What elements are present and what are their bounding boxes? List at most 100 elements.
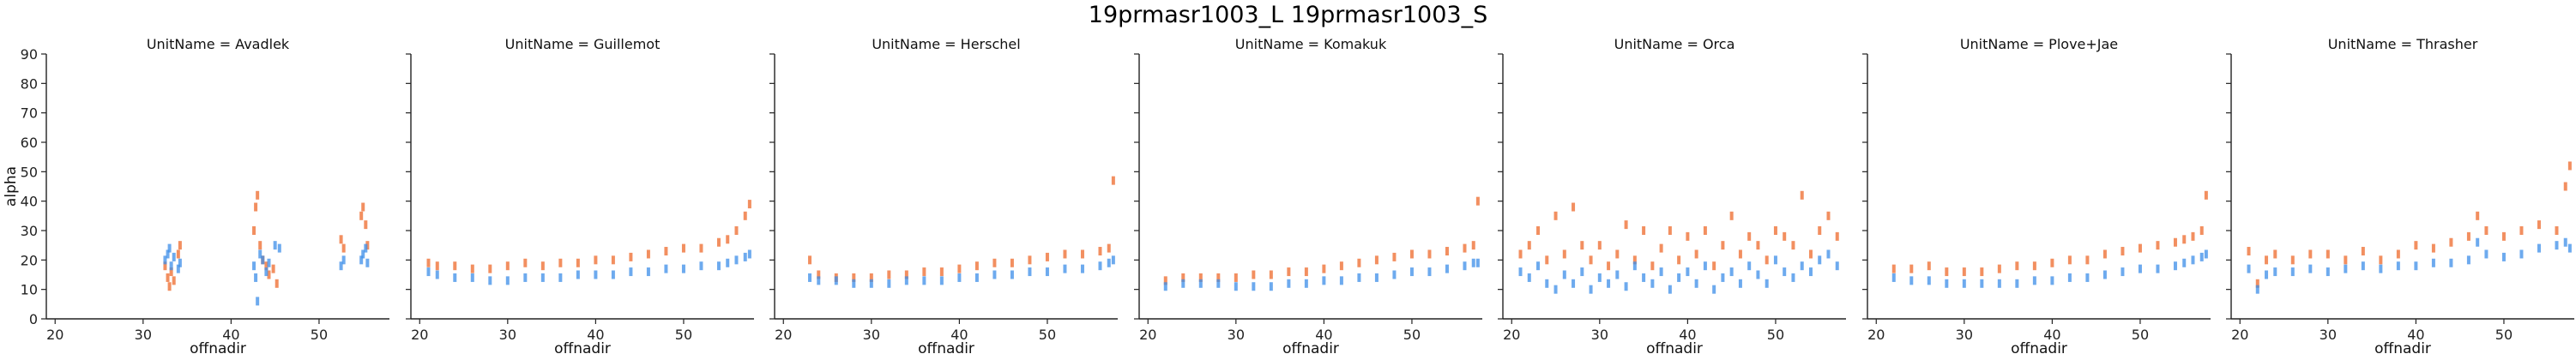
data-point (1339, 276, 1343, 285)
data-point (1773, 226, 1777, 235)
facet-panel: UnitName = Thrasher 20 30 40 50 offnadir (2226, 36, 2574, 357)
data-point (2290, 255, 2295, 265)
data-point (2182, 258, 2187, 267)
data-point (852, 279, 856, 288)
data-point (2182, 235, 2187, 244)
y-tick-label: 30 (21, 223, 38, 239)
data-point (1536, 261, 1541, 271)
data-point (258, 249, 262, 259)
x-tick-label: 20 (775, 327, 792, 343)
data-point (1597, 273, 1602, 282)
data-point (611, 255, 615, 265)
data-point (2519, 249, 2524, 259)
data-point (470, 264, 474, 273)
data-point (1475, 196, 1480, 206)
data-point (1818, 255, 1822, 265)
data-point (1580, 267, 1584, 277)
data-point (1028, 255, 1032, 265)
y-tick-label: 40 (21, 194, 38, 210)
data-point (2204, 249, 2208, 259)
data-point (808, 273, 812, 282)
data-point (1624, 282, 1628, 291)
data-point (734, 255, 739, 265)
data-point (252, 226, 256, 235)
data-point (252, 261, 256, 271)
data-point (2449, 258, 2453, 267)
data-point (1659, 243, 1663, 253)
data-point (1791, 273, 1795, 282)
data-point (1463, 243, 1467, 253)
data-point (1357, 258, 1361, 267)
data-point (254, 273, 258, 282)
data-point (2050, 276, 2054, 285)
data-point (1632, 255, 1637, 265)
data-point (1589, 255, 1593, 265)
x-tick-label: 40 (950, 327, 968, 343)
data-point (453, 273, 457, 282)
data-point (1909, 264, 1914, 273)
x-tick-label: 50 (1039, 327, 1056, 343)
data-point (2290, 267, 2295, 277)
data-point (361, 249, 365, 259)
x-tick-label: 30 (1591, 327, 1608, 343)
x-tick-label: 30 (1228, 327, 1245, 343)
data-point (523, 258, 528, 267)
data-point (2191, 255, 2195, 265)
data-point (1962, 279, 1966, 288)
data-point (2344, 264, 2348, 273)
data-point (699, 261, 703, 271)
data-point (163, 255, 167, 265)
data-point (505, 276, 510, 285)
data-point (743, 252, 747, 261)
data-point (169, 261, 173, 271)
data-point (558, 273, 563, 282)
data-point (2121, 247, 2125, 256)
data-point (1392, 270, 1397, 279)
data-point (2326, 267, 2330, 277)
facet-title: UnitName = Avadlek (147, 36, 290, 52)
data-point (2537, 220, 2541, 230)
data-point (1545, 255, 1549, 265)
data-point (1545, 279, 1549, 288)
data-point (1553, 211, 1558, 220)
data-point (1181, 279, 1185, 288)
x-tick-label: 20 (1867, 327, 1885, 343)
data-point (1980, 267, 1984, 277)
data-point (267, 258, 271, 267)
data-point (734, 226, 739, 235)
x-tick-label: 40 (1679, 327, 1696, 343)
data-point (1471, 241, 1475, 250)
data-point (808, 255, 812, 265)
data-point (167, 243, 172, 253)
data-point (2476, 211, 2480, 220)
data-point (1392, 252, 1397, 261)
data-point (2484, 249, 2489, 259)
data-point (488, 264, 492, 273)
data-point (258, 241, 262, 250)
data-point (341, 243, 346, 253)
data-point (1632, 261, 1637, 271)
data-point (887, 279, 891, 288)
data-point (1659, 267, 1663, 277)
data-point (2476, 237, 2480, 247)
data-point (1252, 282, 1256, 291)
data-point (1712, 285, 1716, 294)
data-point (178, 241, 182, 250)
data-point (743, 211, 747, 220)
data-point (1668, 285, 1672, 294)
data-point (1747, 231, 1752, 241)
data-point (364, 220, 368, 230)
data-point (1322, 264, 1326, 273)
data-point (716, 261, 721, 271)
data-point (2326, 249, 2330, 259)
data-point (1997, 264, 2001, 273)
data-point (576, 258, 580, 267)
facet-title: UnitName = Orca (1614, 36, 1735, 52)
data-point (1527, 241, 1531, 250)
facet-panel: UnitName = Avadlek 0 10 20 30 40 50 60 70 80 90 20 3… (3, 36, 389, 357)
data-point (957, 264, 962, 273)
y-tick-label: 90 (21, 46, 38, 63)
data-point (1642, 273, 1646, 282)
data-point (365, 241, 370, 250)
data-point (594, 270, 598, 279)
